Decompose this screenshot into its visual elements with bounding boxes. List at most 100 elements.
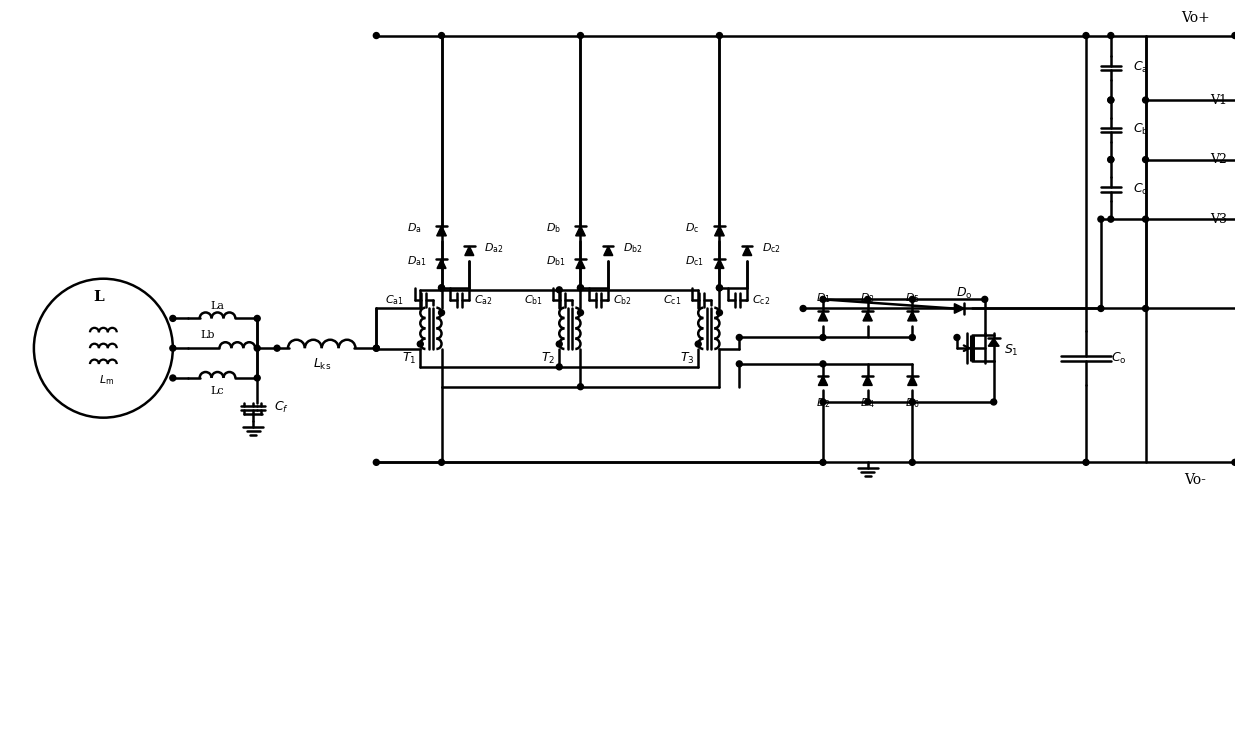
Text: $D_5$: $D_5$ (904, 292, 919, 305)
Text: $C_{\mathrm{c1}}$: $C_{\mathrm{c1}}$ (663, 293, 681, 307)
Circle shape (1108, 156, 1114, 162)
Text: Vo+: Vo+ (1181, 10, 1209, 25)
Circle shape (170, 375, 176, 381)
Text: $C_{\mathrm{c}}$: $C_{\mathrm{c}}$ (1132, 182, 1147, 197)
Circle shape (170, 346, 176, 351)
Polygon shape (603, 246, 613, 256)
Circle shape (820, 334, 826, 340)
Circle shape (1142, 156, 1149, 162)
Circle shape (865, 296, 871, 302)
Circle shape (1098, 216, 1104, 222)
Circle shape (556, 341, 563, 347)
Circle shape (170, 316, 176, 322)
Circle shape (716, 285, 722, 291)
Circle shape (909, 296, 916, 302)
Polygon shape (818, 311, 828, 321)
Circle shape (865, 399, 871, 405)
Circle shape (820, 296, 826, 302)
Circle shape (909, 334, 916, 340)
Circle shape (991, 399, 996, 405)
Text: $D_{\mathrm{a2}}$: $D_{\mathrm{a2}}$ (484, 242, 504, 255)
Circle shape (820, 361, 826, 367)
Text: $D_{\mathrm{c2}}$: $D_{\mathrm{c2}}$ (762, 242, 781, 255)
Text: Lc: Lc (211, 386, 224, 396)
Text: $D_6$: $D_6$ (904, 396, 919, 410)
Polygon shape (576, 259, 585, 269)
Circle shape (439, 310, 445, 316)
Circle shape (1098, 305, 1104, 311)
Circle shape (1108, 97, 1114, 103)
Text: $D_1$: $D_1$ (815, 292, 830, 305)
Circle shape (577, 310, 584, 316)
Polygon shape (818, 375, 828, 385)
Polygon shape (437, 259, 446, 269)
Polygon shape (715, 226, 725, 236)
Circle shape (373, 346, 379, 351)
Text: $T_3$: $T_3$ (680, 352, 694, 367)
Circle shape (577, 384, 584, 390)
Text: $C_f$: $C_f$ (274, 400, 289, 415)
Text: $L_{\mathrm{ks}}$: $L_{\mathrm{ks}}$ (312, 357, 331, 372)
Circle shape (1083, 33, 1089, 38)
Polygon shape (465, 246, 473, 256)
Circle shape (954, 334, 960, 340)
Text: $C_{\mathrm{b}}$: $C_{\mathrm{b}}$ (1132, 122, 1149, 138)
Polygon shape (715, 259, 724, 269)
Circle shape (254, 346, 260, 351)
Circle shape (577, 33, 584, 38)
Circle shape (1142, 305, 1149, 311)
Polygon shape (954, 304, 964, 313)
Text: La: La (211, 301, 224, 310)
Text: $C_{\mathrm{c2}}$: $C_{\mathrm{c2}}$ (752, 293, 771, 307)
Circle shape (1232, 33, 1238, 38)
Text: $D_4$: $D_4$ (860, 396, 875, 410)
Polygon shape (576, 226, 585, 236)
Circle shape (1083, 459, 1089, 465)
Circle shape (1108, 33, 1114, 38)
Text: V2: V2 (1211, 153, 1227, 166)
Circle shape (909, 459, 916, 465)
Circle shape (820, 399, 826, 405)
Circle shape (373, 33, 379, 38)
Text: $C_{\mathrm{b2}}$: $C_{\mathrm{b2}}$ (613, 293, 632, 307)
Circle shape (1142, 97, 1149, 103)
Text: $C_{\mathrm{a2}}$: $C_{\mathrm{a2}}$ (475, 293, 493, 307)
Text: V1: V1 (1211, 94, 1227, 106)
Circle shape (1142, 216, 1149, 222)
Polygon shape (742, 246, 752, 256)
Circle shape (1232, 459, 1238, 465)
Text: $D_{\mathrm{c}}$: $D_{\mathrm{c}}$ (685, 221, 700, 235)
Polygon shape (864, 311, 872, 321)
Polygon shape (908, 311, 917, 321)
Text: $D_{\mathrm{b}}$: $D_{\mathrm{b}}$ (545, 221, 560, 235)
Text: $C_{\mathrm{o}}$: $C_{\mathrm{o}}$ (1111, 351, 1126, 366)
Circle shape (716, 33, 722, 38)
Circle shape (274, 346, 280, 351)
Text: $T_1$: $T_1$ (401, 352, 416, 367)
Text: V3: V3 (1211, 212, 1227, 226)
Circle shape (909, 399, 916, 405)
Text: $D_{\mathrm{o}}$: $D_{\mathrm{o}}$ (957, 286, 973, 301)
Circle shape (800, 305, 807, 311)
Circle shape (1108, 216, 1114, 222)
Text: L: L (93, 289, 104, 304)
Text: $D_{\mathrm{b2}}$: $D_{\mathrm{b2}}$ (623, 242, 643, 255)
Circle shape (254, 375, 260, 381)
Circle shape (820, 459, 826, 465)
Text: $C_{\mathrm{b1}}$: $C_{\mathrm{b1}}$ (524, 293, 543, 307)
Circle shape (736, 361, 742, 367)
Polygon shape (989, 338, 999, 346)
Circle shape (439, 33, 445, 38)
Text: $D_{\mathrm{c1}}$: $D_{\mathrm{c1}}$ (685, 254, 705, 268)
Circle shape (439, 459, 445, 465)
Circle shape (577, 285, 584, 291)
Circle shape (716, 285, 722, 291)
Circle shape (373, 459, 379, 465)
Text: $D_{\mathrm{b1}}$: $D_{\mathrm{b1}}$ (546, 254, 565, 268)
Text: $L_{\mathrm{m}}$: $L_{\mathrm{m}}$ (99, 373, 114, 387)
Circle shape (1108, 97, 1114, 103)
Circle shape (254, 316, 260, 322)
Circle shape (418, 341, 424, 347)
Text: $D_3$: $D_3$ (860, 292, 875, 305)
Circle shape (981, 296, 987, 302)
